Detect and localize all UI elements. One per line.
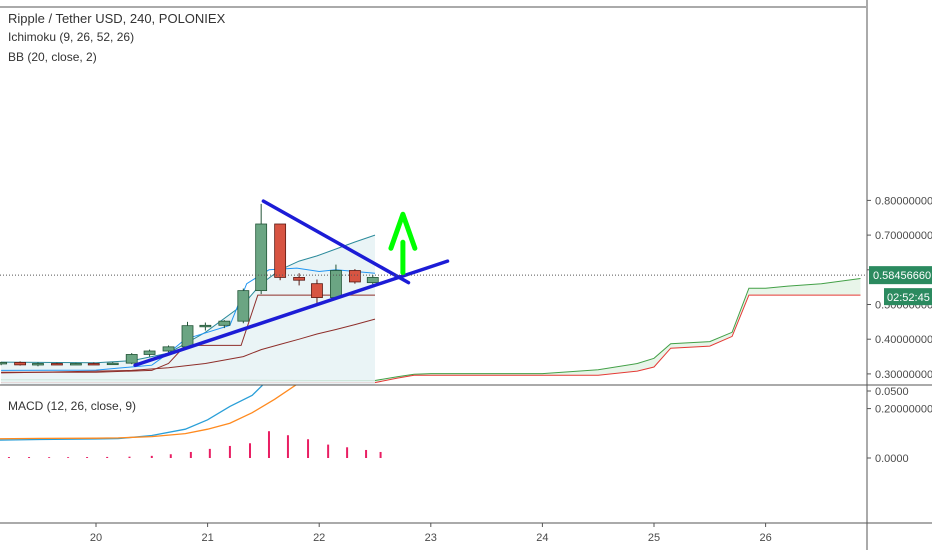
candle	[14, 361, 27, 366]
candle	[51, 362, 63, 366]
signal-line	[0, 385, 298, 440]
macd-axis: 0.0500 0.0000	[867, 386, 909, 465]
candle	[70, 362, 82, 366]
candle	[106, 362, 119, 366]
candle-body	[106, 362, 119, 366]
candle-body	[181, 325, 194, 348]
candle-body	[199, 324, 212, 328]
candle	[255, 203, 268, 295]
candle	[311, 279, 323, 305]
candle	[87, 362, 100, 366]
price-tag-bg	[869, 266, 932, 285]
price-tick-label: 0.40000000	[875, 334, 932, 346]
candle-body	[293, 277, 306, 281]
time-tick-label: 20	[90, 532, 102, 544]
candle-body	[274, 223, 287, 278]
candle	[125, 353, 138, 365]
candle-body	[143, 350, 156, 355]
candle	[218, 320, 231, 329]
current-price-tag: 0.58456660 02:52:45	[869, 266, 932, 306]
candle-body	[311, 283, 323, 298]
falling-resistance-trendline	[261, 199, 411, 285]
candle-body	[51, 363, 63, 366]
bb-basis	[1, 318, 376, 374]
arrow-head	[388, 211, 418, 251]
up-arrow-annotation	[388, 211, 418, 276]
candle-body	[330, 270, 342, 298]
candle-body	[218, 320, 231, 326]
bb-upper	[1, 234, 376, 364]
candle-body	[366, 277, 379, 284]
rising-support-trendline	[133, 259, 450, 367]
candle-body	[0, 362, 8, 365]
candle	[366, 275, 379, 285]
price-axis[interactable]: 0.800000000.700000000.600000000.50000000…	[867, 195, 932, 416]
candle-body	[237, 290, 250, 322]
candlesticks	[0, 203, 379, 367]
candle-body	[32, 363, 44, 366]
macd-legend[interactable]: MACD (12, 26, close, 9)	[8, 399, 137, 413]
candle-body	[14, 362, 27, 366]
price-tick-label: 0.30000000	[875, 369, 932, 381]
macd-tick-label: 0.0500	[875, 386, 909, 398]
time-tick-label: 22	[313, 532, 325, 544]
candle	[0, 361, 8, 366]
candle	[162, 345, 175, 353]
trendlines	[133, 199, 450, 367]
price-tag-value: 0.58456660	[873, 270, 931, 282]
cloud-fill	[1, 278, 861, 383]
ichimoku-legend[interactable]: Ichimoku (9, 26, 52, 26)	[8, 30, 135, 44]
countdown-bg	[884, 288, 932, 306]
macd-pane	[0, 385, 382, 458]
symbol-title[interactable]: Ripple / Tether USD, 240, POLONIEX	[8, 11, 226, 26]
macd-tick-label: 0.0000	[875, 453, 909, 465]
candle-body	[125, 354, 138, 364]
time-tick-label: 21	[201, 532, 213, 544]
countdown-value: 02:52:45	[887, 292, 930, 304]
candle-body	[255, 223, 268, 292]
candle-body	[162, 346, 175, 352]
candle-body	[349, 270, 361, 283]
candle	[32, 362, 44, 367]
time-tick-label: 23	[425, 532, 437, 544]
price-tick-label: 0.80000000	[875, 195, 932, 207]
candle	[237, 288, 250, 324]
time-tick-label: 26	[759, 532, 771, 544]
candle-body	[70, 363, 82, 366]
price-tick-label: 0.70000000	[875, 230, 932, 242]
time-axis[interactable]: 20 21 22 23 24 25 26	[90, 523, 772, 544]
candle	[349, 269, 361, 284]
candle	[199, 322, 212, 331]
candle-body	[87, 363, 100, 366]
candle	[143, 349, 156, 357]
time-tick-label: 24	[536, 532, 548, 544]
price-tick-label: 0.20000000	[875, 404, 932, 416]
candle	[274, 223, 287, 281]
macd-line	[0, 385, 264, 441]
bollinger-legend[interactable]: BB (20, close, 2)	[8, 50, 97, 64]
candle	[293, 273, 306, 286]
time-tick-label: 25	[648, 532, 660, 544]
